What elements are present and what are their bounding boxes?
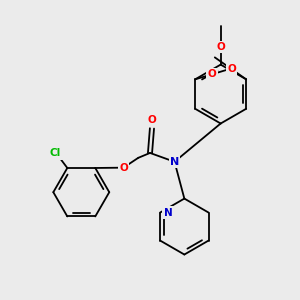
Text: N: N: [164, 208, 172, 218]
Text: N: N: [170, 157, 179, 167]
Text: O: O: [216, 42, 225, 52]
Text: O: O: [227, 64, 236, 74]
Text: O: O: [208, 69, 217, 79]
Text: Cl: Cl: [50, 148, 61, 158]
Text: O: O: [148, 116, 156, 125]
Text: O: O: [119, 163, 128, 173]
